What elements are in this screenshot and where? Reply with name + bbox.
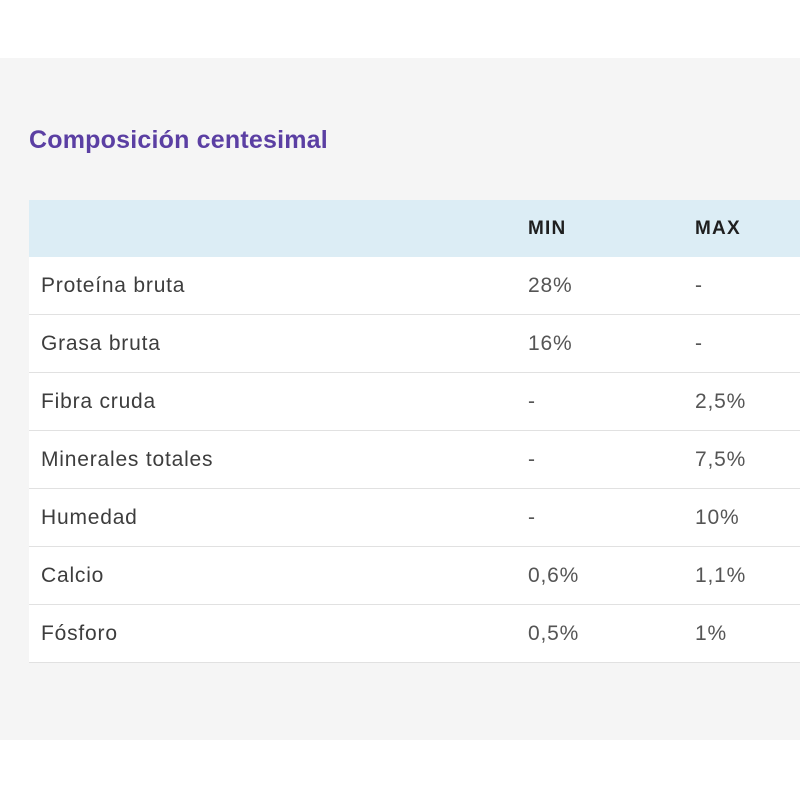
header-min: MIN [528,217,567,239]
table-row: Calcio 0,6% 1,1% [29,547,800,605]
row-min: - [528,389,536,413]
row-max: 1% [695,621,727,645]
table-row: Minerales totales - 7,5% [29,431,800,489]
row-name: Fibra cruda [41,389,157,413]
table-row: Grasa bruta 16% - [29,315,800,373]
row-min: 0,6% [528,563,580,587]
row-max: - [695,273,703,297]
row-min: - [528,447,536,471]
table-row: Proteína bruta 28% - [29,257,800,315]
row-name: Humedad [41,505,138,529]
row-name: Proteína bruta [41,273,186,297]
table-row: Fibra cruda - 2,5% [29,373,800,431]
row-max: 7,5% [695,447,747,471]
table-row: Humedad - 10% [29,489,800,547]
table-row: Fósforo 0,5% 1% [29,605,800,663]
row-max: 2,5% [695,389,747,413]
row-min: - [528,505,536,529]
header-max: MAX [695,217,741,239]
composition-table: MIN MAX Proteína bruta 28% - Grasa bruta… [29,200,800,663]
section-title: Composición centesimal [29,126,328,154]
table-header-row: MIN MAX [29,200,800,257]
row-name: Calcio [41,563,105,587]
row-name: Minerales totales [41,447,214,471]
row-min: 0,5% [528,621,580,645]
row-max: 1,1% [695,563,747,587]
row-min: 28% [528,273,573,297]
row-max: 10% [695,505,740,529]
row-name: Grasa bruta [41,331,161,355]
row-name: Fósforo [41,621,118,645]
row-max: - [695,331,703,355]
row-min: 16% [528,331,573,355]
